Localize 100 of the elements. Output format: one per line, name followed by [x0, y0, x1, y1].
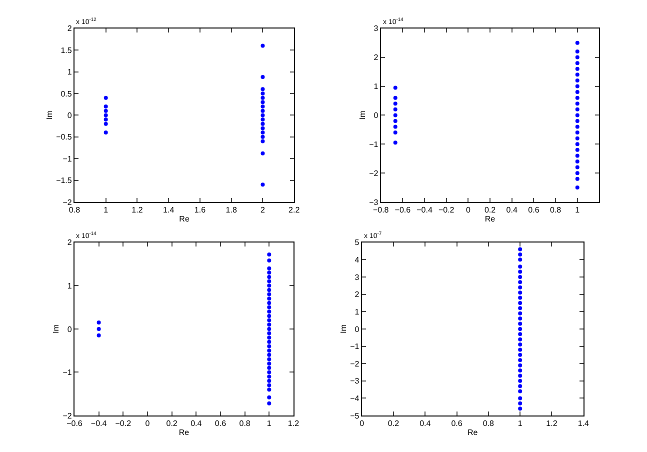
point: [393, 102, 398, 106]
point: [518, 296, 522, 300]
point: [393, 130, 398, 135]
y-tick-label: 0: [354, 324, 360, 334]
point: [267, 258, 272, 263]
y-tick-label: −0.5: [56, 132, 72, 142]
x-tick-label: 0.6: [451, 419, 463, 428]
x-tick-label: 0: [466, 206, 471, 215]
y-tick-label: −1.5: [56, 176, 72, 186]
point: [260, 126, 265, 130]
point: [267, 388, 272, 392]
point: [104, 118, 108, 122]
x-tick-label: −0.8: [372, 206, 390, 215]
point: [518, 348, 522, 352]
point: [575, 154, 580, 158]
point: [575, 72, 580, 77]
y-tick-label: −3: [350, 376, 360, 386]
point: [518, 401, 522, 406]
point: [518, 368, 522, 373]
point: [260, 96, 265, 100]
x-tick-label: 0: [145, 419, 150, 428]
point: [267, 378, 272, 383]
point: [260, 100, 265, 104]
point: [267, 296, 272, 301]
point: [260, 139, 265, 144]
point: [575, 186, 580, 190]
y-tick-label: 4: [354, 255, 360, 264]
y-tick-label: −2: [369, 168, 379, 178]
point: [518, 332, 522, 336]
x-tick-label: −0.4: [90, 419, 108, 428]
x-tick-label: 0.2: [388, 419, 400, 428]
point: [575, 84, 580, 88]
point: [104, 122, 108, 126]
point: [575, 55, 580, 60]
point: [267, 279, 272, 284]
point: [267, 288, 272, 292]
point: [518, 252, 522, 256]
point: [575, 118, 580, 123]
point: [518, 258, 522, 262]
point: [518, 363, 522, 368]
point: [575, 113, 580, 118]
point: [393, 96, 398, 100]
point: [267, 374, 272, 379]
point: [267, 352, 272, 357]
point: [575, 165, 580, 170]
x-tick-label: 0.4: [420, 419, 432, 428]
point: [267, 331, 272, 336]
y-tick-label: 0: [67, 324, 72, 334]
x-tick-label: 0.4: [506, 206, 518, 215]
point: [518, 358, 522, 362]
x-tick-label: 1: [518, 419, 523, 428]
point: [267, 270, 272, 275]
point: [518, 285, 522, 290]
point: [260, 151, 265, 156]
y-tick-label: 1: [354, 307, 360, 316]
point: [267, 344, 272, 348]
x-tick-label: 1: [575, 206, 580, 215]
y-tick-label: 1: [67, 281, 72, 290]
x-tick-label: 1.2: [132, 206, 144, 215]
x-axis-title: Re: [178, 428, 190, 438]
point: [267, 252, 272, 256]
point: [575, 136, 580, 140]
point: [104, 104, 108, 109]
x-tick-label: 0.2: [484, 206, 496, 215]
point: [260, 122, 265, 126]
point: [518, 290, 522, 295]
x-tick-label: −0.2: [115, 419, 132, 428]
point: [518, 306, 522, 310]
point: [260, 91, 265, 96]
point: [575, 176, 580, 181]
point: [267, 300, 272, 305]
point: [518, 311, 522, 316]
point: [260, 118, 265, 122]
point: [267, 274, 272, 279]
x-tick-label: 1.8: [226, 206, 238, 215]
x-tick-label: 0.8: [550, 206, 562, 215]
point: [393, 107, 398, 112]
point: [96, 320, 101, 324]
point: [518, 280, 522, 284]
point: [104, 108, 108, 113]
point: [267, 318, 272, 322]
x-tick-label: 2: [260, 206, 266, 215]
point: [267, 383, 272, 388]
x-tick-label: 1.2: [546, 419, 558, 428]
x-tick-label: 0.8: [239, 419, 251, 428]
point: [575, 96, 580, 100]
point: [518, 384, 522, 388]
point: [575, 124, 580, 129]
x-tick-label: 1: [104, 206, 109, 215]
x-tick-label: 2.2: [288, 206, 300, 215]
x-tick-label: 0.6: [214, 419, 227, 428]
point: [96, 333, 101, 338]
point: [260, 134, 265, 139]
point: [267, 322, 272, 327]
point: [96, 326, 101, 331]
y-tick-label: 2: [67, 238, 72, 248]
y-tick-label: 1: [374, 82, 379, 92]
y-tick-label: 2: [374, 53, 379, 62]
point: [267, 314, 272, 318]
y-tick-label: −4: [350, 394, 360, 404]
